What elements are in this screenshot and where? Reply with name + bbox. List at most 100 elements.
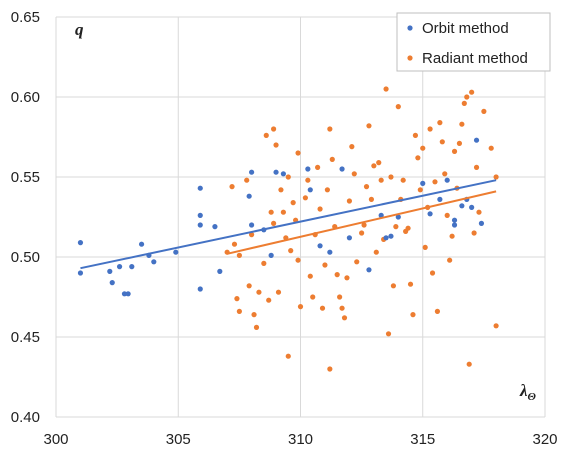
data-point [429, 270, 436, 276]
data-point [125, 291, 131, 297]
data-point [334, 272, 340, 278]
data-point [444, 177, 450, 183]
data-point [371, 163, 377, 169]
data-point [427, 126, 433, 132]
data-point [197, 212, 203, 218]
data-point [359, 230, 365, 236]
data-point [116, 264, 123, 270]
data-point [327, 366, 333, 372]
y-tick-label: 0.45 [11, 329, 40, 346]
data-points [77, 86, 499, 372]
x-tick-label: 315 [410, 431, 435, 448]
data-point [261, 260, 267, 266]
data-point [461, 100, 467, 106]
data-point [437, 196, 443, 202]
data-point [319, 305, 326, 311]
x-tick-label: 305 [166, 431, 191, 448]
data-point [271, 126, 277, 132]
data-point [437, 120, 443, 126]
data-point [107, 268, 113, 274]
y-tick-label: 0.40 [11, 409, 40, 426]
data-point [251, 312, 257, 318]
data-point [278, 187, 284, 193]
data-point [439, 139, 445, 145]
data-point [295, 150, 301, 156]
data-point [478, 220, 485, 226]
data-point [273, 142, 279, 148]
data-point [244, 177, 250, 183]
data-point [420, 180, 426, 186]
data-point [290, 200, 296, 206]
data-point [246, 193, 252, 199]
data-point [346, 198, 352, 204]
data-point [451, 217, 458, 223]
data-point [378, 177, 384, 183]
data-point [197, 286, 203, 292]
data-point [285, 353, 291, 359]
data-point [234, 296, 240, 302]
data-point [197, 222, 203, 228]
data-point [305, 177, 311, 183]
x-axis-label-subscript: Θ [528, 391, 537, 403]
data-point [271, 220, 277, 226]
data-point [464, 94, 470, 100]
data-point [476, 209, 482, 215]
data-point [368, 196, 375, 202]
data-point [280, 209, 286, 215]
data-point [378, 212, 384, 218]
data-point [327, 126, 333, 132]
data-point [249, 222, 255, 228]
data-point [376, 160, 382, 166]
data-point [417, 187, 423, 193]
data-point [138, 241, 145, 247]
legend-marker-radiant [407, 55, 413, 61]
data-point [400, 177, 406, 183]
data-point [447, 257, 453, 263]
data-point [395, 214, 401, 220]
x-axis-label-main: λ [519, 381, 528, 400]
data-point [451, 222, 458, 228]
data-point [456, 140, 463, 146]
data-point [420, 145, 426, 151]
data-point [385, 331, 392, 337]
data-point [297, 304, 304, 310]
data-point [310, 294, 316, 300]
data-point [280, 171, 286, 177]
data-point [151, 259, 157, 265]
data-point [366, 123, 372, 129]
data-point [217, 268, 223, 274]
legend-marker-orbit [407, 25, 413, 31]
data-point [442, 171, 448, 177]
data-point [341, 315, 348, 321]
data-point [346, 235, 352, 241]
y-axis-label: q [75, 20, 84, 39]
data-point [473, 164, 480, 170]
data-point [349, 144, 355, 150]
data-point [129, 264, 135, 270]
data-point [412, 132, 419, 138]
y-tick-label: 0.55 [11, 169, 40, 186]
data-point [493, 174, 499, 180]
data-point [275, 289, 282, 295]
data-point [329, 156, 335, 162]
data-point [339, 305, 345, 311]
data-point [295, 257, 301, 263]
data-point [266, 297, 272, 303]
trendline-1 [226, 190, 497, 255]
x-tick-label: 320 [532, 431, 557, 448]
data-point [317, 243, 323, 249]
data-point [307, 187, 313, 193]
data-point [481, 108, 487, 114]
data-point [351, 171, 357, 177]
data-point [324, 187, 330, 193]
data-point [449, 233, 455, 239]
data-point [432, 179, 438, 185]
data-point [354, 259, 360, 265]
data-point [390, 283, 397, 289]
data-point [383, 235, 389, 241]
data-point [471, 230, 477, 236]
trendline-0 [80, 179, 497, 270]
data-point [77, 240, 84, 246]
data-point [263, 132, 269, 138]
